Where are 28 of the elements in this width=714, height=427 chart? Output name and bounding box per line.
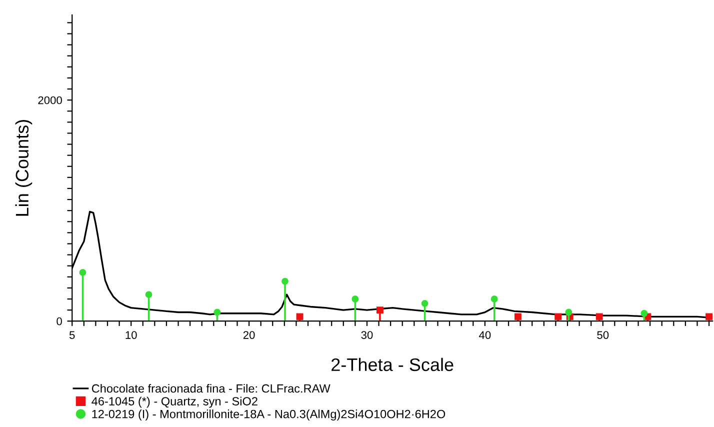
point [490, 296, 498, 302]
point [296, 313, 304, 320]
point [640, 310, 648, 317]
point [282, 278, 288, 285]
x-axis-title: 2-Theta - Scale [332, 358, 454, 372]
y-tick-label: 0 [56, 317, 62, 326]
legend-label: 46-1045 (*) - Quartz, syn - SiO2 [92, 396, 258, 408]
x-tick-label: 10 [126, 331, 137, 339]
point [79, 269, 86, 276]
x-tick-label: 40 [479, 331, 491, 339]
x-tick-label: 50 [597, 331, 609, 339]
legend-label: Chocolate fracionada fina - File: CLFrac.RAW [92, 384, 330, 393]
point [706, 313, 713, 320]
point [596, 313, 603, 320]
x-tick-label: 20 [243, 331, 255, 339]
y-tick-label: 2000 [38, 96, 62, 104]
x-tick-label: 30 [361, 331, 373, 339]
point [352, 296, 359, 302]
point [214, 308, 221, 316]
point [554, 313, 562, 320]
y-axis-title: Lin (Counts) [15, 120, 32, 216]
point [145, 291, 152, 298]
point [421, 300, 428, 307]
legend-label: 12-0219 (I) - Montmorillonite-18A - Na0.3(AlMg)2Si4O10OH2·6H2O [92, 410, 446, 421]
point [376, 306, 384, 314]
x-tick-label: 5 [69, 331, 75, 339]
point [565, 308, 572, 316]
point [514, 313, 522, 320]
